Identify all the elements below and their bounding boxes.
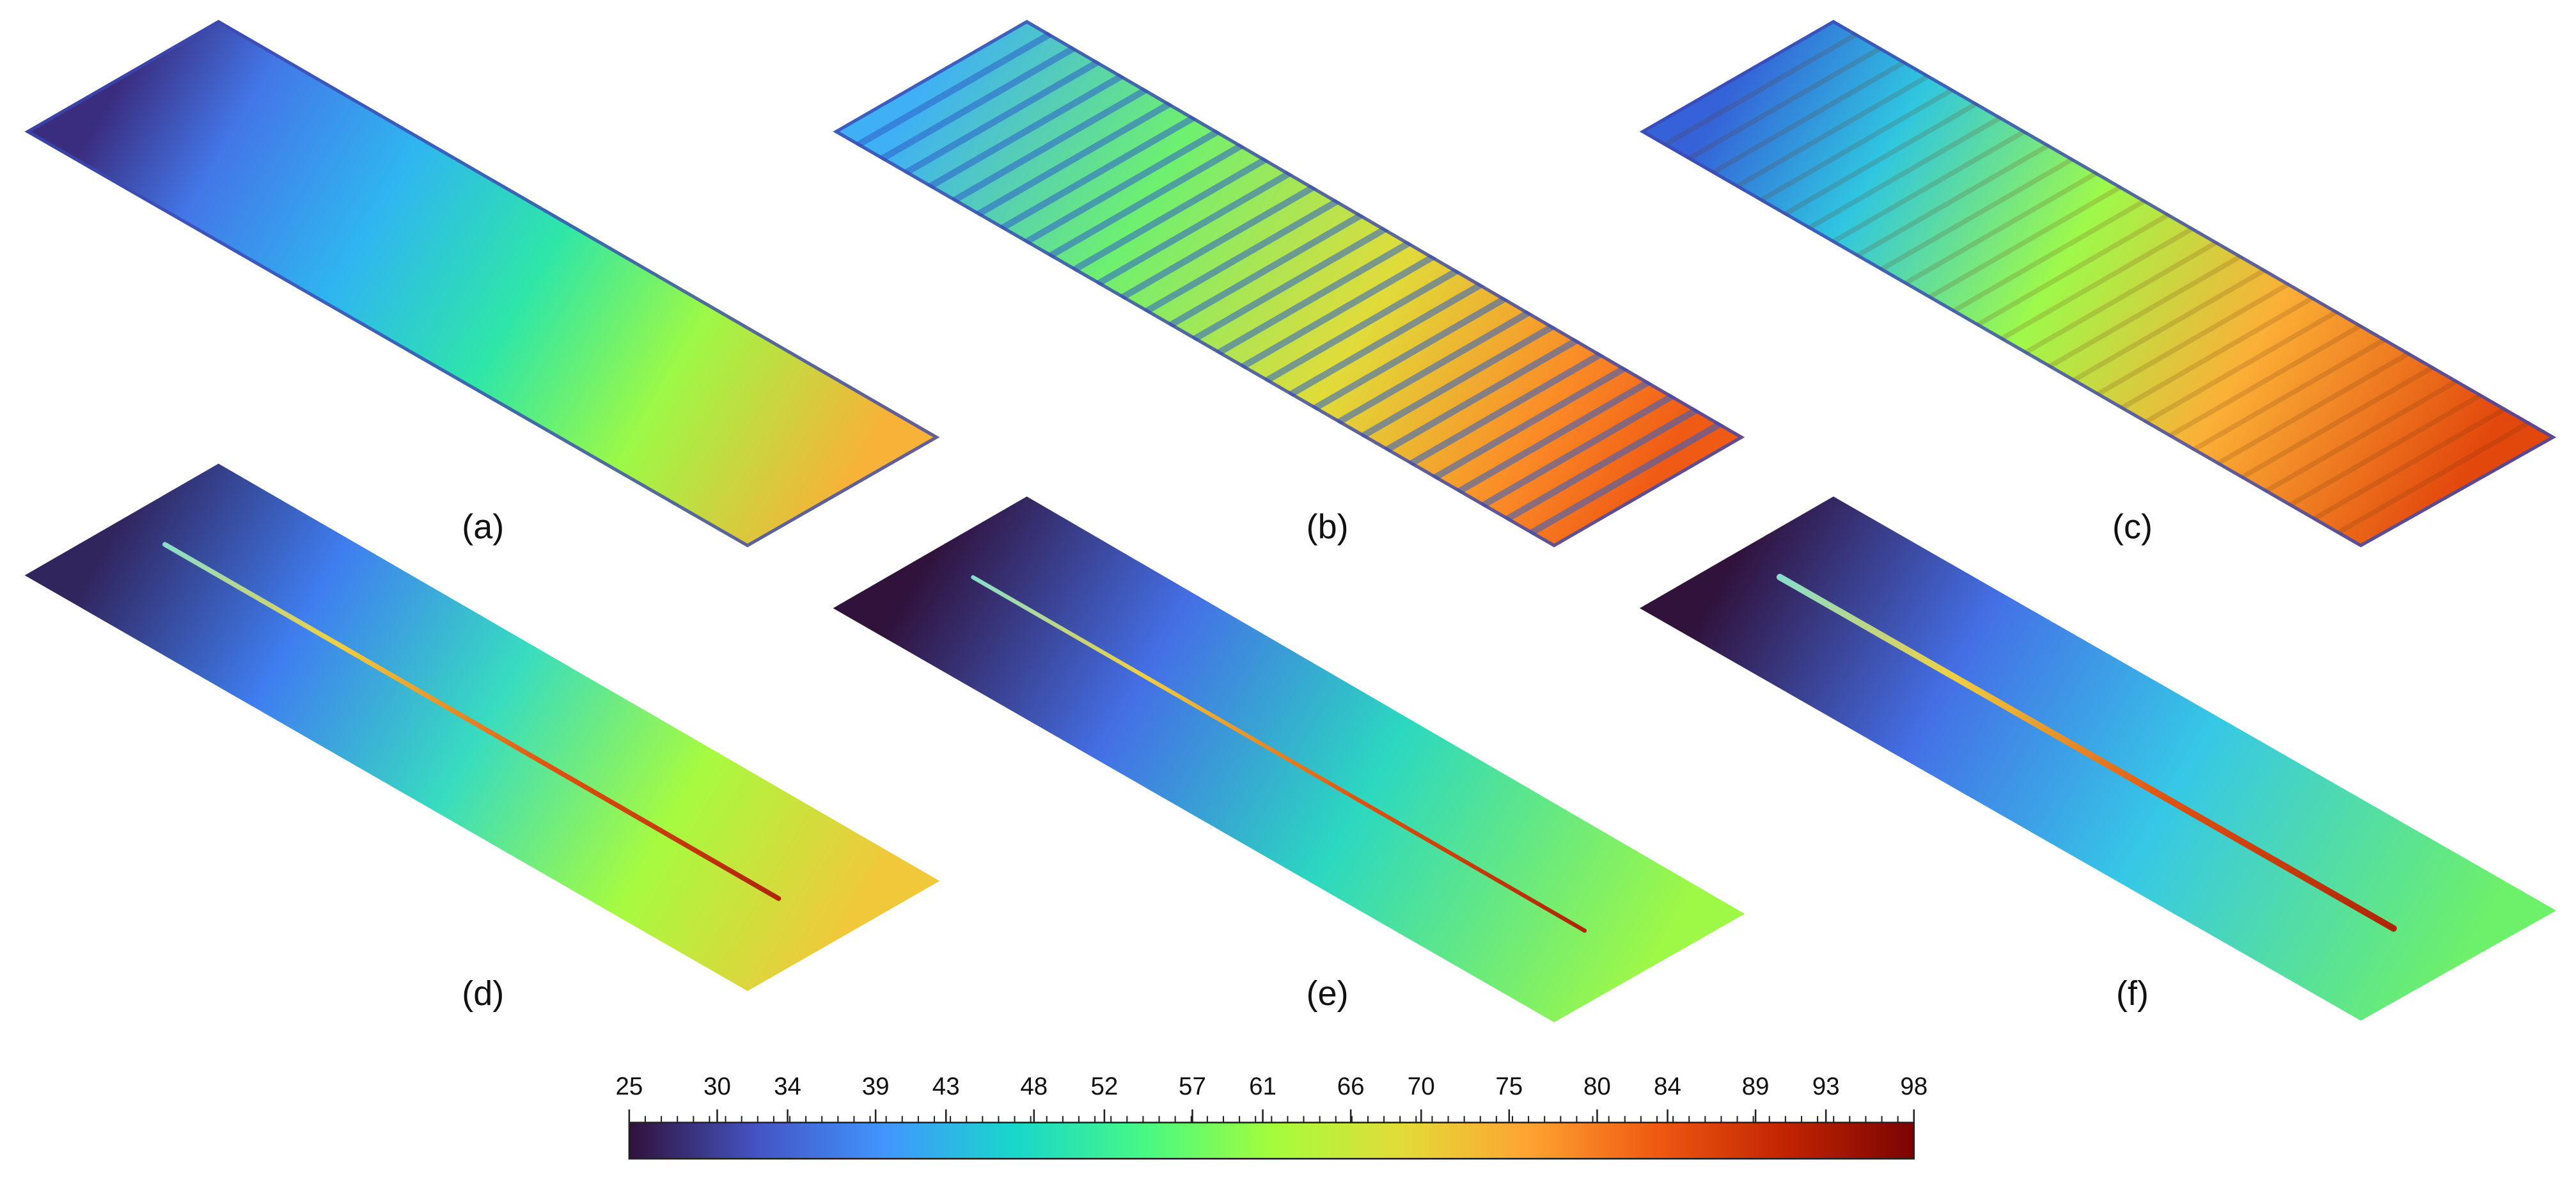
tick-label: 80: [1583, 1073, 1611, 1100]
stripe: [1336, 308, 1534, 426]
tick-label: 98: [1900, 1073, 1928, 1100]
stripe: [1096, 169, 1293, 287]
heatmap-panel: [833, 20, 1745, 548]
stripe: [1216, 239, 1413, 356]
colorbar: [628, 1121, 1915, 1160]
heatmap-surface: [24, 20, 940, 548]
stripe: [1710, 59, 1907, 176]
stripe: [951, 86, 1149, 204]
stripe: [2215, 350, 2412, 467]
tick-label: 89: [1742, 1073, 1770, 1100]
stripe: [2167, 322, 2364, 439]
stripe: [1384, 335, 1582, 454]
stripe: [2239, 364, 2436, 480]
heatmap-panel: [24, 463, 940, 992]
stripe: [855, 31, 1053, 148]
tick-label: 25: [615, 1073, 643, 1100]
tick-label: 52: [1090, 1073, 1118, 1100]
stripe: [1999, 225, 2195, 342]
stripe: [2143, 308, 2340, 425]
stripe: [1312, 294, 1509, 412]
stripe: [1360, 322, 1558, 439]
stripe: [1168, 210, 1365, 329]
stripe: [1408, 349, 1606, 468]
tick-label: 57: [1179, 1073, 1206, 1100]
tick-label: 70: [1408, 1073, 1435, 1100]
stripe: [1903, 170, 2100, 287]
stripe: [975, 100, 1173, 218]
stripe: [927, 72, 1125, 190]
panel-label: (b): [1307, 508, 1349, 546]
stripe: [903, 58, 1101, 177]
panel-label: (f): [2116, 974, 2149, 1013]
stripe: [2095, 281, 2292, 397]
heatmap-panel: [1639, 496, 2557, 1021]
stripe: [1191, 225, 1389, 343]
stripe: [1878, 156, 2075, 273]
tick-label: 39: [862, 1073, 890, 1100]
stripe: [1480, 391, 1678, 509]
hot-line: [971, 575, 1587, 933]
stripe: [999, 114, 1197, 232]
panel-border: [24, 20, 940, 548]
stripe: [1288, 280, 1486, 398]
stripe: [1023, 127, 1221, 246]
stripe: [2119, 294, 2316, 411]
tick-label: 43: [932, 1073, 960, 1100]
stripe: [1264, 266, 1461, 384]
panel-label: (e): [1307, 974, 1349, 1013]
stripe: [2071, 267, 2268, 384]
panel-label: (c): [2112, 508, 2153, 546]
stripe: [1662, 31, 1859, 148]
stripe: [1734, 73, 1931, 189]
panel-border: [1639, 20, 2557, 548]
stripe: [1048, 141, 1245, 260]
stripe: [1456, 377, 1654, 495]
stripe: [1528, 418, 1726, 537]
stripe: [1686, 45, 1883, 162]
stripe: [1119, 183, 1317, 301]
panel-border: [833, 20, 1745, 548]
tick-label: 66: [1337, 1073, 1365, 1100]
heatmap-panel: [1639, 20, 2557, 548]
stripe: [1758, 87, 1955, 203]
panel-label: (d): [462, 974, 504, 1013]
stripe: [2191, 336, 2388, 453]
panel-label: (a): [462, 508, 504, 546]
stripe: [1432, 363, 1630, 481]
stripe: [2311, 406, 2508, 522]
stripe: [1830, 129, 2027, 245]
tick-label: 75: [1495, 1073, 1523, 1100]
heatmap-surface: [1639, 20, 2557, 548]
stripe: [2287, 392, 2484, 508]
hot-line: [162, 542, 781, 901]
stripe: [1239, 252, 1438, 370]
stripe: [1504, 405, 1702, 523]
stripe: [1071, 155, 1269, 273]
stripe: [1951, 198, 2148, 314]
stripe: [2046, 253, 2243, 370]
stripe: [1782, 100, 1979, 218]
stripe: [1806, 115, 2003, 231]
tick-label: 30: [703, 1073, 731, 1100]
tick-label: 84: [1654, 1073, 1681, 1100]
stripe: [2335, 419, 2532, 536]
tick-label: 48: [1020, 1073, 1048, 1100]
tick-label: 34: [774, 1073, 801, 1100]
stripe: [1855, 142, 2052, 259]
hot-line: [1776, 573, 2397, 932]
stripe: [1975, 211, 2172, 328]
stripe: [2023, 239, 2220, 356]
stripe: [1926, 184, 2123, 301]
stripe: [2263, 377, 2460, 495]
tick-label: 61: [1249, 1073, 1276, 1100]
heatmap-panel: [833, 496, 1745, 1023]
stripe: [1143, 197, 1341, 315]
stripe: [879, 44, 1077, 162]
tick-label: 93: [1812, 1073, 1840, 1100]
heatmap-panel: [24, 20, 940, 548]
